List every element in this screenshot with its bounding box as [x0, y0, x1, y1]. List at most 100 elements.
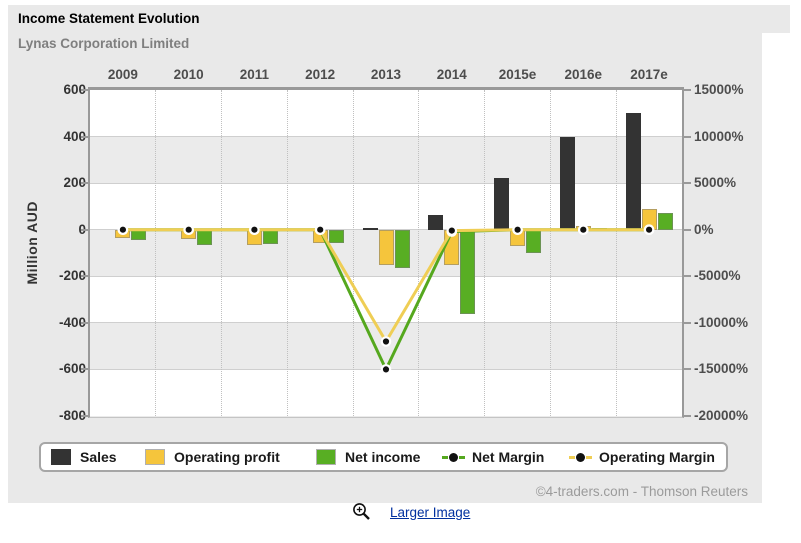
dot-operating-margin-2013	[380, 336, 392, 347]
legend-label: Net Margin	[472, 449, 545, 465]
left-axis-tick-label: 400	[63, 128, 86, 144]
plot-area	[88, 87, 684, 418]
right-axis-tick-label: -10000%	[694, 314, 749, 330]
v-gridline	[549, 90, 551, 416]
legend-line-marker	[442, 452, 465, 462]
v-gridline	[352, 90, 354, 416]
year-label-2013: 2013	[370, 67, 401, 82]
year-label-2015e: 2015e	[498, 67, 537, 82]
left-axis-tick	[81, 275, 88, 278]
left-axis-tick-label: -200	[58, 268, 86, 284]
bar-sales-2015e	[494, 178, 510, 230]
legend-marker-part	[586, 455, 592, 459]
bar-net-income-2013	[394, 229, 410, 269]
year-label-2009: 2009	[107, 67, 138, 82]
legend-item-net-income: Net income	[316, 444, 420, 470]
legend-swatch	[51, 449, 71, 465]
right-axis-tick	[684, 275, 691, 278]
bar-operating-profit-2013	[378, 229, 394, 265]
bar-sales-2014	[428, 214, 444, 230]
line-operating-margin	[122, 228, 650, 343]
v-gridline	[615, 90, 617, 416]
h-gridline	[90, 136, 682, 138]
legend-label: Net income	[345, 449, 421, 465]
legend-marker-part	[459, 455, 465, 459]
left-axis-tick-label: 200	[63, 175, 86, 191]
page-title: Income Statement Evolution	[18, 11, 200, 26]
v-gridline	[484, 90, 486, 416]
right-axis-tick-label: -20000%	[694, 408, 749, 423]
left-axis-tick	[81, 321, 88, 324]
legend-swatch	[145, 449, 165, 465]
year-label-2011: 2011	[239, 67, 270, 82]
right-axis-tick-label: 15000%	[694, 82, 744, 97]
dot-operating-margin-2015e	[512, 224, 523, 235]
legend-label: Operating profit	[174, 449, 280, 465]
left-axis-tick	[81, 368, 88, 371]
header-bar: Income Statement Evolution	[8, 5, 790, 33]
larger-image-link[interactable]: Larger Image	[390, 504, 471, 520]
line-net-margin	[122, 228, 650, 371]
bar-sales-2017e	[625, 113, 641, 230]
dot-operating-margin-2009	[117, 224, 129, 235]
dot-net-margin-2013	[380, 364, 392, 375]
year-label-2017e: 2017e	[630, 67, 668, 82]
legend-item-net-margin: Net Margin	[442, 444, 544, 470]
copyright-credit: ©4-traders.com - Thomson Reuters	[535, 484, 748, 499]
larger-image-row: Larger Image	[352, 501, 470, 523]
left-axis-tick	[81, 89, 88, 91]
left-axis-tick	[81, 228, 88, 231]
right-axis-tick	[684, 135, 691, 138]
legend-marker-part	[576, 452, 585, 462]
chart-subtitle: Lynas Corporation Limited	[18, 36, 190, 51]
year-label-2014: 2014	[436, 67, 467, 82]
right-axis-tick-label: -15000%	[694, 361, 749, 377]
right-axis-tick-label: 10000%	[694, 128, 744, 144]
bar-net-income-2012	[328, 229, 344, 243]
right-axis-tick	[684, 89, 691, 91]
dot-operating-margin-2010	[183, 224, 194, 235]
legend-label: Sales	[80, 449, 117, 465]
left-axis-tick-label: -800	[58, 408, 86, 423]
v-gridline	[155, 90, 157, 416]
dot-operating-margin-2017e	[643, 224, 655, 235]
zoom-in-icon[interactable]	[352, 502, 372, 522]
dot-operating-margin-2016e	[577, 224, 589, 235]
h-gridline	[90, 322, 682, 324]
legend-box: Sales Operating profit Net income Net Margi…	[39, 442, 728, 472]
year-label-2012: 2012	[305, 67, 336, 82]
legend-marker-part	[569, 455, 575, 459]
h-gridline	[90, 182, 682, 184]
legend-label: Operating Margin	[599, 449, 715, 465]
bar-sales-2013	[362, 227, 378, 230]
margin-lines-layer	[117, 224, 655, 375]
left-axis-tick-label: -600	[58, 361, 86, 377]
chart-area: Lynas Corporation Limited 2009 2010 2011 20…	[8, 33, 762, 503]
v-gridline	[286, 90, 288, 416]
right-axis-tick	[684, 228, 691, 231]
right-axis-tick-label: 0%	[694, 221, 714, 237]
bar-net-income-2017e	[657, 212, 673, 230]
year-label-2010: 2010	[173, 67, 204, 82]
left-axis-tick	[81, 135, 88, 138]
v-gridline	[221, 90, 223, 416]
v-gridline	[418, 90, 420, 416]
h-gridline	[90, 275, 682, 277]
x-axis-year-labels: 2009 2010 2011 2012 2013 2014 2015e 2016e 2017e	[90, 66, 682, 82]
dot-operating-margin-2011	[249, 224, 260, 235]
dot-operating-margin-2012	[314, 224, 326, 235]
left-axis-tick	[81, 415, 88, 417]
legend-marker-part	[449, 452, 458, 462]
legend-item-operating-profit: Operating profit	[145, 444, 280, 470]
year-label-2016e: 2016e	[564, 67, 603, 82]
legend-marker-part	[442, 455, 448, 459]
left-axis-tick-label: 0	[10, 221, 86, 239]
left-axis-tick-label: -400	[58, 314, 86, 330]
legend-item-operating-margin: Operating Margin	[569, 444, 715, 470]
right-axis-tick-label: 5000%	[694, 175, 737, 191]
legend-item-sales: Sales	[51, 444, 117, 470]
left-axis-tick-label: 600	[63, 82, 86, 97]
bar-sales-2016e	[559, 136, 575, 230]
legend-line-marker	[569, 452, 592, 462]
